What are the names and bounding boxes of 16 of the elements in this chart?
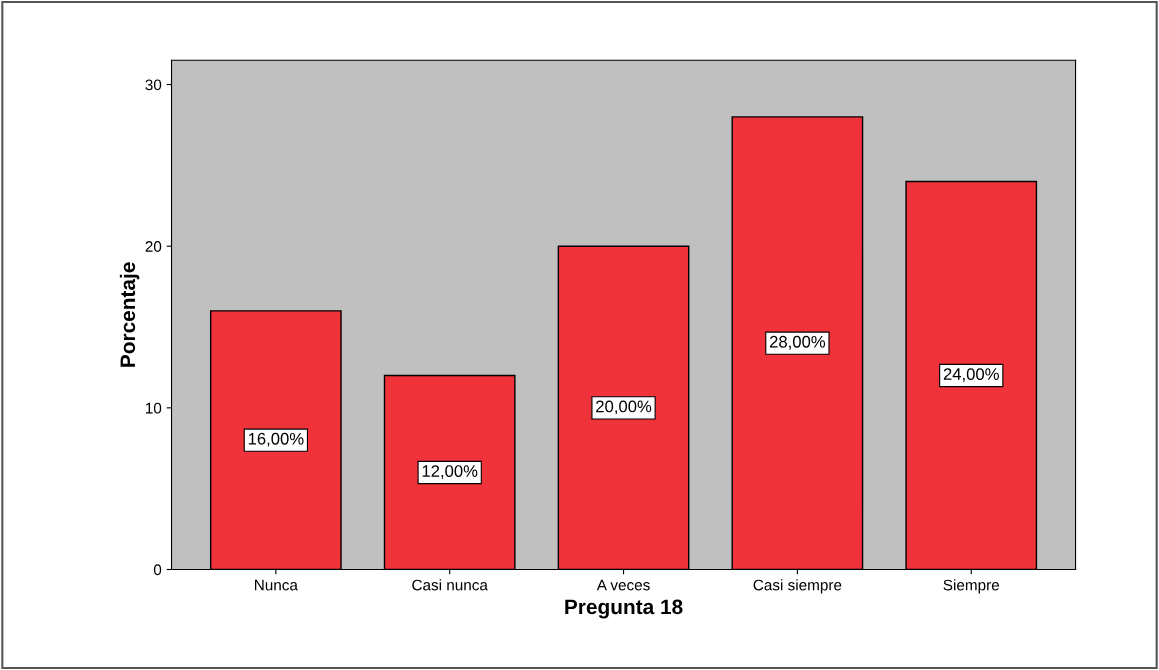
x-axis-title: Pregunta 18 <box>565 599 683 619</box>
y-tick-label: 0 <box>153 564 162 576</box>
x-tick-label: Casi nunca <box>412 579 488 591</box>
x-tick-label: Nunca <box>255 579 298 591</box>
y-tick-label: 10 <box>145 402 162 414</box>
y-tick-label: 30 <box>145 79 162 91</box>
x-tick-label: Siempre <box>943 579 1000 594</box>
y-axis-title: Porcentaje <box>119 262 140 367</box>
x-tick-label: Casi siempre <box>753 579 842 594</box>
data-label: 16,00% <box>248 432 304 447</box>
y-tick-label: 20 <box>145 241 162 252</box>
data-label: 20,00% <box>596 400 652 415</box>
data-label: 12,00% <box>422 465 478 479</box>
x-tick-label: A veces <box>596 579 650 591</box>
data-label: 24,00% <box>943 368 999 382</box>
data-label: 28,00% <box>769 335 826 350</box>
